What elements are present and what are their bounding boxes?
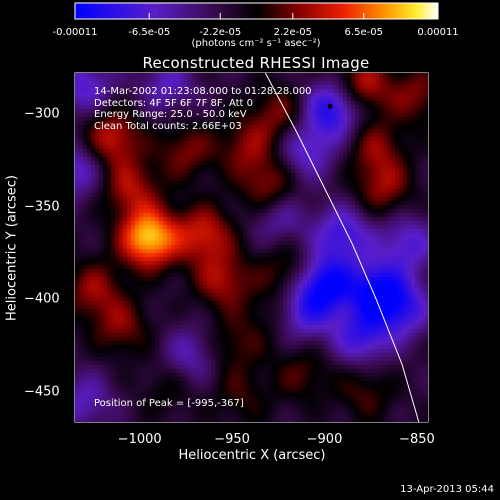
info-detectors: Detectors: 4F 5F 6F 7F 8F, Att 0	[94, 97, 254, 109]
y-tick-label: −400	[24, 291, 60, 307]
x-tick-label: −950	[214, 432, 250, 447]
peak-marker	[327, 103, 333, 109]
x-tick-label: −850	[399, 432, 435, 447]
colorbar-tick-label: 0.00011	[417, 27, 459, 38]
colorbar-tick-label: -2.2e-05	[199, 27, 242, 38]
colorbar	[74, 2, 439, 20]
x-tick-label: −900	[306, 432, 343, 447]
chart-title: Reconstructed RHESSI Image	[142, 54, 370, 72]
x-tick-label: −1000	[117, 432, 162, 447]
rhessi-image-heatmap	[75, 73, 428, 422]
y-tick-label: −350	[24, 199, 60, 215]
colorbar-tick-label: -0.00011	[52, 27, 98, 38]
y-axis-label: Heliocentric Y (arcsec)	[4, 175, 20, 321]
colorbar-tick-label: 6.5e-05	[344, 27, 383, 38]
info-energy-range: Energy Range: 25.0 - 50.0 keV	[94, 109, 247, 120]
colorbar-tick-label: 2.2e-05	[273, 27, 312, 38]
date-stamp: 13-Apr-2013 05:44	[400, 484, 494, 495]
y-tick-label: −450	[24, 384, 60, 400]
colorbar-unit-label: (photons cm⁻² s⁻¹ asec⁻²)	[191, 38, 321, 49]
solar-limb-line	[264, 72, 420, 423]
y-tick-label: −300	[24, 106, 60, 122]
info-time-range: 14-Mar-2002 01:23:08.000 to 01:28:28.000	[94, 86, 312, 97]
colorbar-ticks	[74, 13, 439, 19]
info-total-counts: Clean Total counts: 2.66E+03	[94, 120, 242, 132]
colorbar-tick-label: -6.5e-05	[128, 27, 171, 38]
x-axis-label: Heliocentric X (arcsec)	[178, 448, 326, 463]
peak-position-label: Position of Peak = [-995,-367]	[94, 398, 244, 409]
